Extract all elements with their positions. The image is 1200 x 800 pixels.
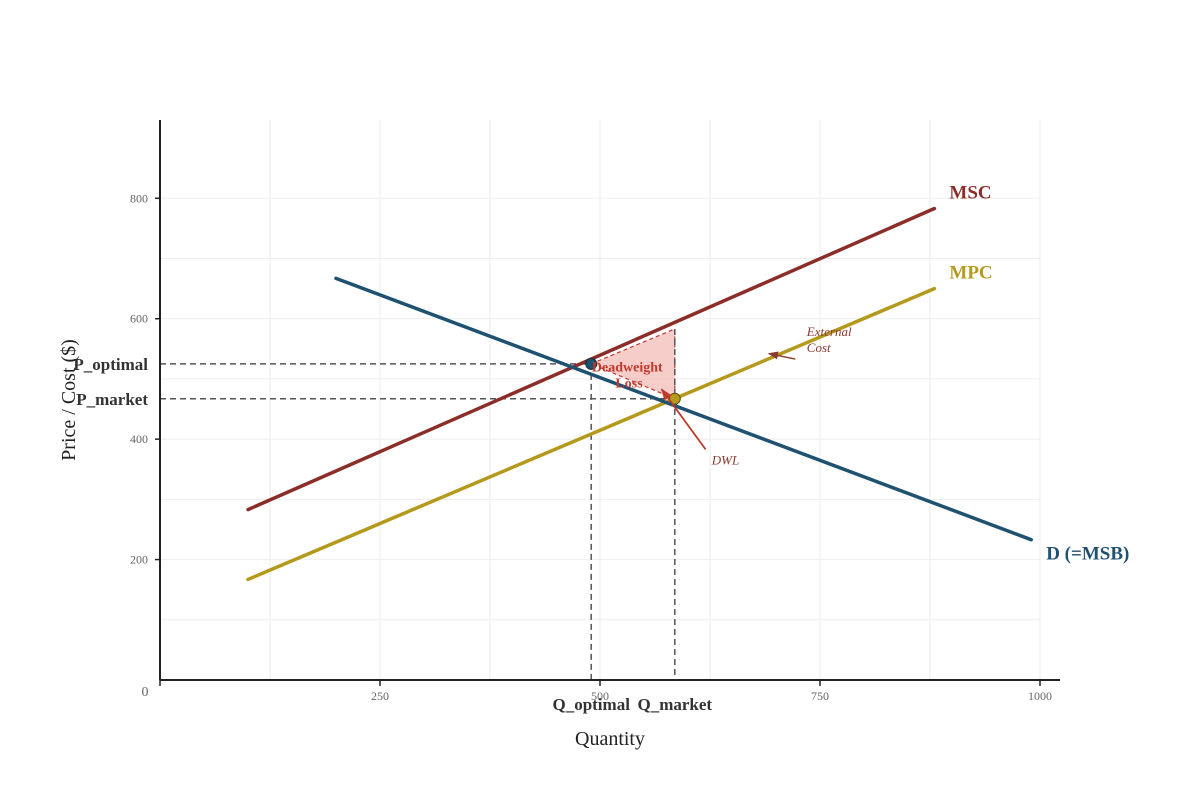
- y-tick-label: 800: [130, 191, 148, 205]
- external-cost-annotation: External Cost: [806, 324, 852, 355]
- x-tick-label: 250: [371, 689, 389, 703]
- guide-lines: [160, 328, 676, 680]
- x-tick-label: 750: [811, 689, 829, 703]
- y-axis-title: Price / Cost ($): [58, 339, 80, 461]
- labels: Price / Cost ($) Quantity 0 Q_optimal Q_…: [58, 324, 852, 750]
- y-tick-label: 200: [130, 553, 148, 567]
- deadweight-loss-label: Deadweight Loss: [592, 361, 666, 392]
- optimal-point: [585, 357, 598, 370]
- p-market-label: P_market: [76, 390, 148, 409]
- deadweight-loss-label-line2: Loss: [615, 377, 643, 392]
- mpc-line: [246, 286, 937, 582]
- dwl-arrow: [660, 388, 707, 450]
- dwl-annotation-line: DWL: [711, 452, 739, 467]
- grid: [160, 120, 1041, 680]
- external-cost-annotation-line: Cost: [807, 340, 831, 355]
- x-axis-title: Quantity: [575, 728, 645, 750]
- mpc-label: MPC: [949, 263, 992, 284]
- q-optimal-label: Q_optimal: [552, 695, 630, 714]
- deadweight-loss-label-line1: Deadweight: [592, 361, 663, 376]
- y-tick-label: 600: [130, 312, 148, 326]
- p-optimal-label: P_optimal: [73, 355, 148, 374]
- external-cost-arrow: [767, 351, 796, 360]
- q-market-label: Q_market: [638, 695, 713, 714]
- msc-label: MSC: [949, 183, 991, 204]
- origin-label: 0: [142, 685, 149, 700]
- axes: 250 500 750 1000 200 400 600 800: [130, 120, 1060, 703]
- x-tick-label: 1000: [1028, 689, 1052, 703]
- y-tick-label: 400: [130, 432, 148, 446]
- external-cost-annotation-line: External: [806, 324, 852, 339]
- dwl-annotation: DWL: [711, 452, 739, 467]
- demand-label: D (=MSB): [1046, 544, 1129, 565]
- equilibrium-points: [585, 357, 681, 405]
- deadweight-loss-area: [589, 328, 676, 400]
- x-tick-label: 500: [591, 689, 609, 703]
- demand-line: [334, 276, 1033, 542]
- deadweight-loss-triangle: [589, 328, 676, 400]
